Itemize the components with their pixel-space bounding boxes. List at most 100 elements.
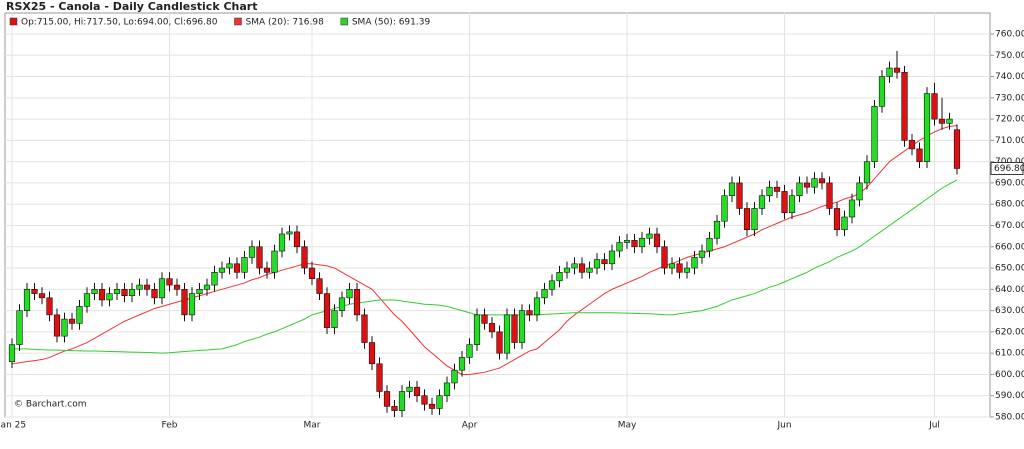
candle-body: [901, 71, 908, 141]
candle-body: [23, 289, 31, 311]
candle-body: [331, 310, 338, 328]
candle-body: [796, 182, 803, 196]
last-price-label: 696.80: [994, 164, 1024, 174]
legend-label: SMA (20): 716.98: [245, 18, 324, 28]
x-tick-label: Apr: [462, 421, 478, 431]
y-tick-label: 610.00: [995, 349, 1024, 359]
candle-body: [706, 237, 713, 252]
candle-body: [346, 289, 353, 299]
candle-body: [721, 195, 728, 222]
candle-body: [833, 208, 841, 231]
y-tick-label: 650.00: [995, 264, 1024, 274]
candle-body: [136, 284, 143, 290]
candle-body: [743, 208, 751, 231]
candle-body: [368, 342, 376, 365]
candle-body: [571, 263, 578, 269]
y-tick-label: 740.00: [995, 72, 1024, 82]
candle-body: [586, 267, 593, 273]
candle-body: [766, 186, 773, 196]
candle-body: [593, 259, 601, 269]
last-price-box: [990, 161, 1024, 175]
candle-body: [578, 263, 586, 273]
candle-body: [916, 148, 923, 162]
candle-body: [841, 216, 848, 231]
candle-body: [646, 233, 653, 239]
legend-swatch: [234, 17, 242, 26]
candle-body: [668, 263, 676, 269]
candle-body: [233, 263, 241, 273]
candle-body: [758, 195, 766, 209]
candle-body: [811, 178, 818, 188]
candle-body: [503, 314, 511, 354]
candle-body: [143, 284, 151, 290]
candle-body: [908, 140, 916, 150]
candle-body: [46, 297, 53, 316]
candle-body: [323, 293, 331, 328]
candle-body: [181, 289, 188, 316]
candle-body: [863, 161, 871, 184]
candle-body: [196, 289, 203, 294]
y-tick-label: 670.00: [995, 221, 1024, 231]
candle-body: [128, 289, 136, 297]
y-tick-label: 630.00: [995, 306, 1024, 316]
y-tick-label: 730.00: [995, 93, 1024, 103]
candle-body: [931, 93, 938, 120]
x-tick-label: May: [618, 421, 637, 431]
y-tick-label: 620.00: [995, 327, 1024, 337]
candle-body: [8, 344, 16, 362]
candle-body: [76, 306, 83, 324]
candle-body: [451, 369, 458, 384]
candle-body: [211, 272, 218, 286]
candle-body: [878, 76, 886, 107]
candle-body: [556, 272, 563, 282]
candle-body: [541, 289, 548, 299]
candle-body: [533, 297, 541, 316]
candle-body: [953, 129, 961, 169]
candle-body: [736, 182, 743, 209]
candle-body: [526, 310, 533, 316]
candle-body: [676, 263, 683, 273]
candle-body: [248, 246, 256, 258]
candle-body: [38, 293, 46, 299]
candle-body: [511, 314, 518, 343]
y-tick-label: 690.00: [995, 178, 1024, 188]
candle-body: [361, 314, 368, 343]
candle-body: [316, 278, 323, 294]
candle-body: [481, 314, 488, 324]
x-tick-label: Jan 25: [0, 421, 26, 431]
candle-body: [301, 246, 308, 269]
sma-line: [11, 125, 958, 375]
candle-body: [293, 231, 301, 248]
legend-swatch: [9, 17, 18, 26]
candle-body: [548, 280, 556, 290]
y-tick-label: 680.00: [995, 200, 1024, 210]
candle-body: [946, 118, 953, 124]
candle-body: [803, 182, 811, 188]
candle-body: [53, 314, 61, 337]
candle-body: [616, 242, 623, 252]
candle-body: [218, 267, 226, 273]
candle-body: [338, 297, 346, 311]
candle-body: [83, 293, 91, 307]
candle-body: [406, 386, 413, 392]
candle-body: [443, 382, 451, 397]
candle-body: [781, 191, 788, 214]
legend-swatch: [340, 17, 349, 26]
legend-label: Op:715.00, Hi:717.50, Lo:694.00, Cl:696.…: [21, 18, 218, 28]
candle-body: [713, 220, 721, 239]
candle-body: [871, 106, 878, 162]
candle-body: [121, 289, 128, 297]
candle-body: [421, 395, 428, 405]
candle-body: [623, 240, 631, 243]
candle-body: [473, 314, 481, 345]
candle-body: [106, 293, 113, 301]
candle-body: [818, 178, 826, 184]
candle-body: [638, 237, 646, 248]
y-tick-label: 750.00: [995, 51, 1024, 61]
candle-body: [653, 233, 661, 248]
y-tick-label: 580.00: [995, 413, 1024, 423]
candle-body: [376, 363, 383, 392]
x-tick-label: Jul: [928, 421, 940, 431]
candle-body: [173, 284, 181, 290]
